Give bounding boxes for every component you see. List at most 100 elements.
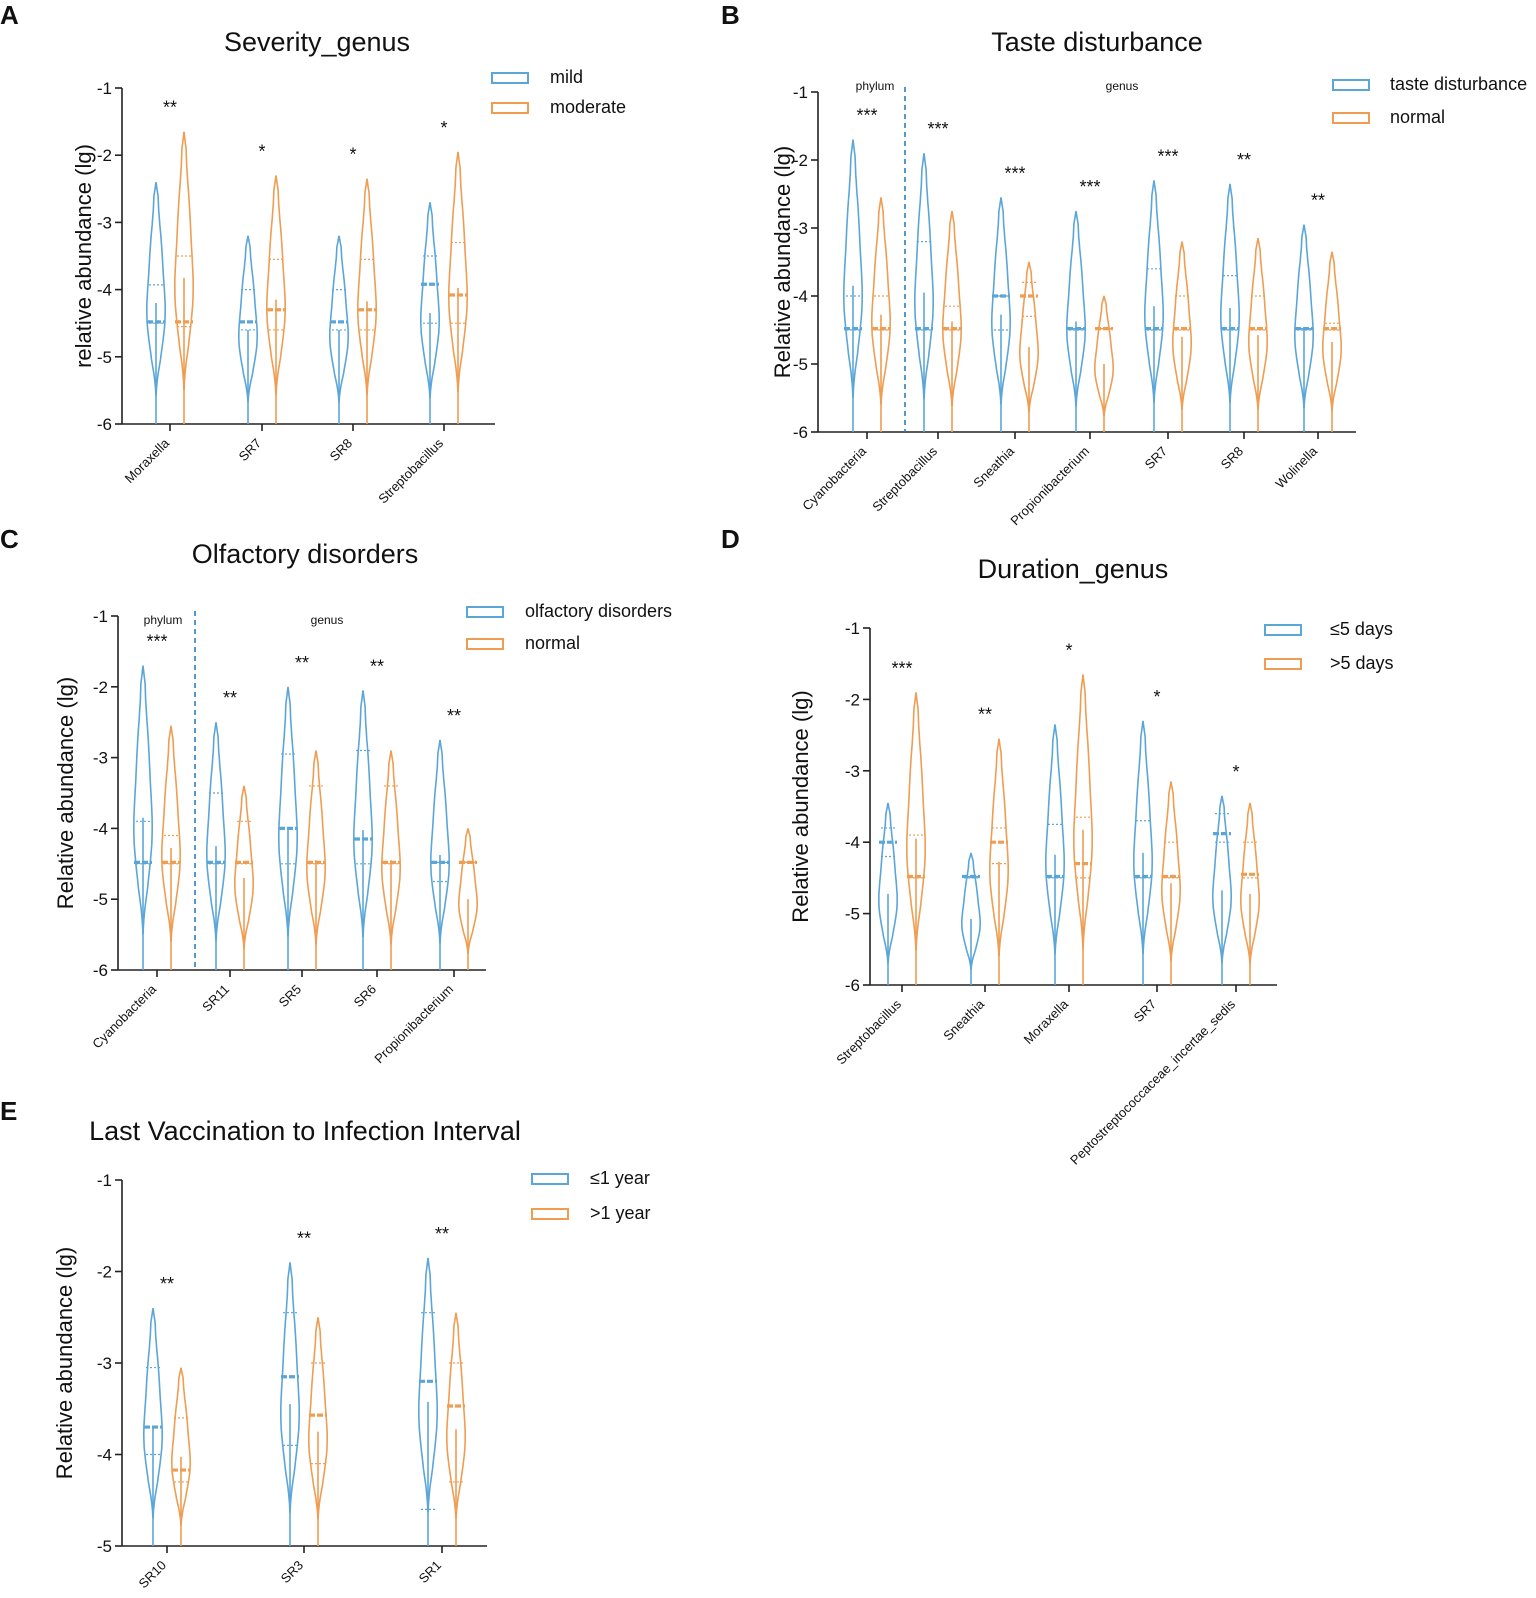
y-axis-label: Relative abundance (lg) <box>770 146 795 378</box>
violin-blue <box>990 197 1012 405</box>
chart-title: Duration_genus <box>978 554 1169 584</box>
legend-label: >5 days <box>1330 653 1394 673</box>
significance-marker: * <box>440 118 447 138</box>
significance-marker: *** <box>927 119 948 139</box>
violin-blue <box>205 722 227 942</box>
violin-orange <box>1072 674 1094 949</box>
y-tick-label: -2 <box>93 678 108 697</box>
y-tick-label: -6 <box>845 976 860 995</box>
x-tick-label: SR3 <box>278 1558 306 1586</box>
significance-marker: ** <box>447 706 461 726</box>
violin-orange <box>1239 802 1261 964</box>
legend-label: moderate <box>550 97 626 117</box>
legend-label: normal <box>1390 107 1445 127</box>
x-tick-label: Propionibacterium <box>1007 444 1092 529</box>
legend-label: >1 year <box>590 1203 651 1223</box>
violin-blue <box>417 1257 439 1513</box>
violin-blue <box>142 1307 164 1519</box>
violin-orange <box>233 785 255 949</box>
x-tick-label: Moraxella <box>122 435 173 486</box>
legend-label: olfactory disorders <box>525 601 672 621</box>
y-axis-label: Relative abundance (lg) <box>53 677 78 909</box>
significance-marker: *** <box>856 106 877 126</box>
x-tick-label: SR5 <box>276 982 304 1010</box>
panel-letter: B <box>721 0 740 30</box>
violin-blue <box>132 665 154 935</box>
violin-orange <box>1171 241 1193 410</box>
violin-orange <box>356 178 378 396</box>
y-tick-label: -5 <box>97 1537 112 1556</box>
violin-orange <box>173 131 195 390</box>
panel-e: E Last Vaccination to Infection Interval -… <box>0 1096 651 1591</box>
legend-label: taste disturbance <box>1390 74 1527 94</box>
x-tick-label: Cyanobacteria <box>89 981 159 1051</box>
panel-d: D Duration_genus -1 -2 -3 -4 -5 -6 Relative abun… <box>721 524 1394 1168</box>
violin-orange <box>1321 251 1343 412</box>
x-tick-label: SR10 <box>136 1558 170 1592</box>
legend-swatch-blue <box>531 1173 569 1185</box>
y-axis-label: relative abundance (lg) <box>71 144 96 368</box>
chart-title: Olfactory disorders <box>192 539 419 569</box>
violin-orange <box>988 738 1010 957</box>
significance-marker: ** <box>297 1228 311 1248</box>
significance-marker: *** <box>1157 146 1178 166</box>
legend-label: ≤1 year <box>590 1168 650 1188</box>
group-label-genus: genus <box>311 613 344 627</box>
violin-blue <box>1132 720 1154 955</box>
legend-swatch-orange <box>531 1208 569 1220</box>
significance-marker: ** <box>1311 191 1325 211</box>
y-axis-label: Relative abundance (lg) <box>52 1247 77 1479</box>
legend-swatch-blue <box>491 72 529 84</box>
violin-orange <box>307 1317 329 1520</box>
x-tick-label: SR7 <box>236 436 264 464</box>
chart-title: Severity_genus <box>224 27 410 57</box>
violin-orange <box>941 210 963 407</box>
significance-marker: ** <box>1237 150 1251 170</box>
panel-letter: C <box>0 524 19 554</box>
panel-letter: A <box>0 0 19 30</box>
violin-orange <box>160 725 182 942</box>
legend-swatch-orange <box>491 102 529 114</box>
significance-marker: * <box>1153 687 1160 707</box>
significance-marker: *** <box>1004 163 1025 183</box>
y-tick-label: -1 <box>97 79 112 98</box>
panel-letter: D <box>721 524 740 554</box>
y-tick-label: -4 <box>97 281 112 300</box>
y-tick-label: -5 <box>845 905 860 924</box>
y-tick-label: -3 <box>97 1354 112 1373</box>
significance-marker: ** <box>163 98 177 118</box>
x-tick-label: SR8 <box>327 436 355 464</box>
violin-blue <box>913 153 935 400</box>
legend-swatch-blue <box>1332 79 1370 91</box>
group-label-genus: genus <box>1106 79 1139 93</box>
y-axis-label: Relative abundance (lg) <box>788 690 813 922</box>
y-tick-label: -5 <box>793 355 808 374</box>
x-tick-label: Wolinella <box>1272 443 1320 491</box>
y-tick-label: -4 <box>845 833 860 852</box>
group-label-phylum: phylum <box>856 79 895 93</box>
violin-blue <box>1293 224 1315 408</box>
violin-orange <box>457 828 479 954</box>
group-label-phylum: phylum <box>144 613 183 627</box>
y-tick-label: -6 <box>97 415 112 434</box>
violin-orange <box>265 175 287 395</box>
x-tick-label: Moraxella <box>1021 996 1072 1047</box>
significance-marker: ** <box>435 1224 449 1244</box>
violin-orange <box>380 750 402 945</box>
violin-blue <box>429 739 451 944</box>
x-tick-label: Cyanobacteria <box>799 443 869 513</box>
y-tick-label: -5 <box>97 348 112 367</box>
y-tick-label: -1 <box>93 607 108 626</box>
violin-blue <box>419 202 441 399</box>
x-tick-label: Peptostreptococcaceae_incertae_sedis <box>1067 996 1238 1167</box>
x-tick-label: SR7 <box>1131 997 1159 1025</box>
legend-swatch-blue <box>466 606 504 618</box>
x-tick-label: SR8 <box>1218 444 1246 472</box>
legend-label: ≤5 days <box>1330 619 1393 639</box>
y-tick-label: -2 <box>97 1263 112 1282</box>
legend-swatch-orange <box>1264 658 1302 670</box>
significance-marker: * <box>258 141 265 161</box>
x-tick-label: SR6 <box>351 982 379 1010</box>
y-tick-label: -4 <box>93 819 108 838</box>
